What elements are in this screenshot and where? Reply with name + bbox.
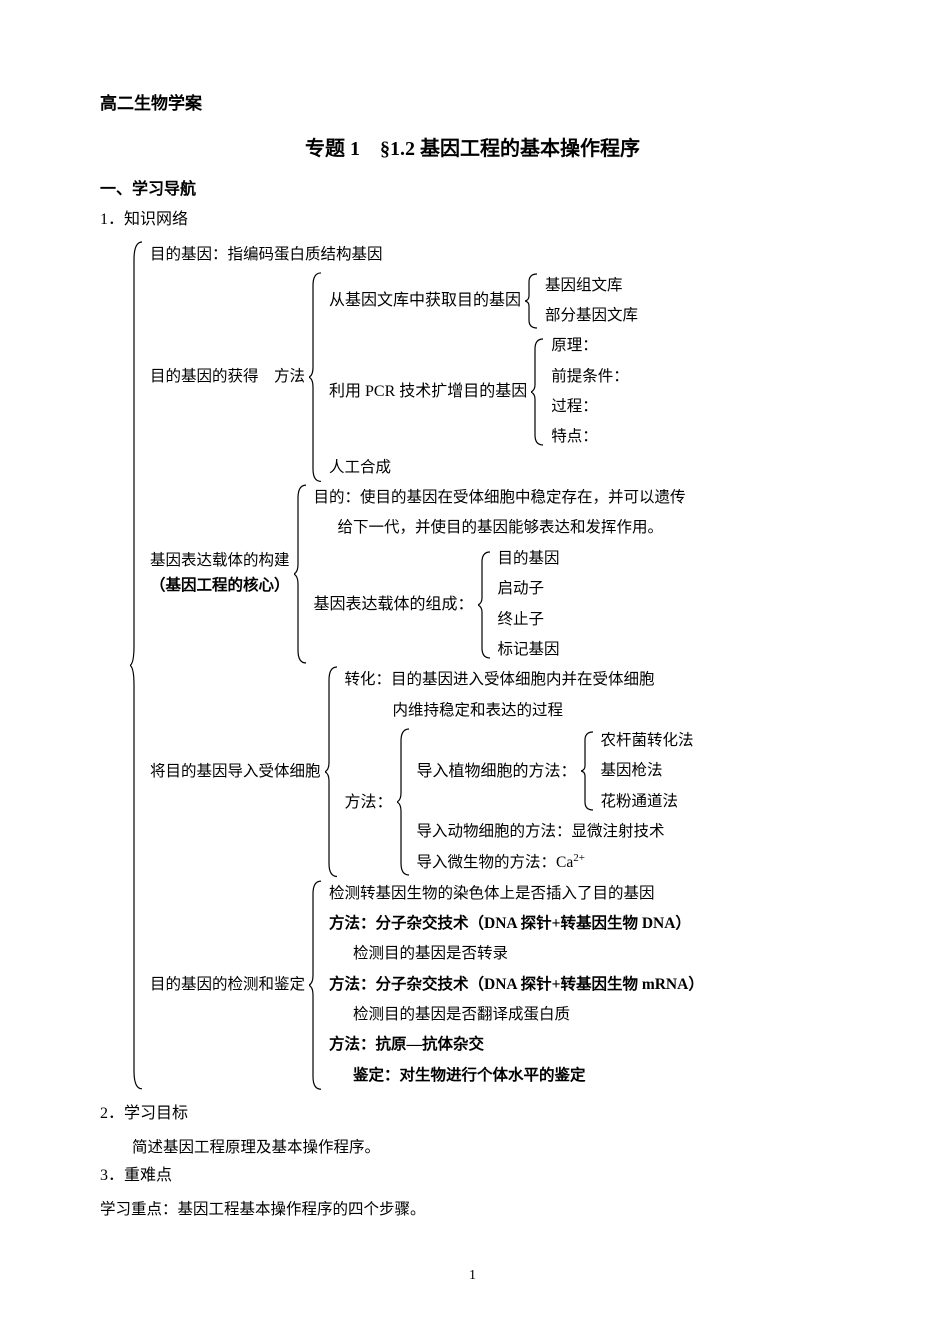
section-1-head: 一、学习导航 bbox=[100, 177, 845, 203]
animal-method: 导入动物细胞的方法：显微注射技术 bbox=[417, 817, 845, 847]
from-library-label: 从基因文库中获取目的基因 bbox=[329, 288, 525, 314]
compose-terminator: 终止子 bbox=[498, 605, 845, 635]
compose-promoter: 启动子 bbox=[498, 574, 845, 604]
detect-antigen: 方法：抗原—抗体杂交 bbox=[329, 1030, 845, 1060]
agro-method: 农杆菌转化法 bbox=[601, 726, 845, 756]
plant-brace bbox=[581, 730, 595, 812]
compose-brace bbox=[478, 550, 492, 660]
partial-library: 部分基因文库 bbox=[545, 301, 845, 331]
pcr-label: 利用 PCR 技术扩增目的基因 bbox=[329, 379, 531, 405]
microbe-method: 导入微生物的方法：Ca2+ bbox=[417, 847, 845, 879]
course-header: 高二生物学案 bbox=[100, 90, 845, 117]
gun-method: 基因枪法 bbox=[601, 756, 845, 786]
plant-method-label: 导入植物细胞的方法： bbox=[417, 759, 581, 785]
detect-translation: 检测目的基因是否翻译成蛋白质 bbox=[353, 1000, 845, 1030]
import-label: 将目的基因导入受体细胞 bbox=[150, 665, 325, 879]
microbe-method-sup: 2+ bbox=[573, 852, 585, 864]
detect-chromosome: 检测转基因生物的染色体上是否插入了目的基因 bbox=[329, 879, 845, 909]
synthetic: 人工合成 bbox=[329, 453, 845, 483]
compose-target: 目的基因 bbox=[498, 544, 845, 574]
page-number: 1 bbox=[100, 1265, 845, 1287]
vector-label-b: （基因工程的核心） bbox=[150, 574, 290, 599]
vector-compose-label: 基因表达载体的组成： bbox=[314, 592, 478, 618]
vector-purpose-2: 给下一代，并使目的基因能够表达和发挥作用。 bbox=[338, 513, 845, 543]
vector-purpose-1: 目的：使目的基因在受体细胞中稳定存在，并可以遗传 bbox=[314, 483, 845, 513]
transform-def-1: 转化：目的基因进入受体细胞内并在受体细胞 bbox=[345, 665, 845, 695]
pcr-process: 过程： bbox=[551, 392, 845, 422]
pcr-brace bbox=[531, 337, 545, 447]
detect-mrna-method: 方法：分子杂交技术（DNA 探针+转基因生物 mRNA） bbox=[329, 970, 845, 1000]
detect-individual: 鉴定：对生物进行个体水平的鉴定 bbox=[353, 1061, 845, 1091]
import-method-label: 方法： bbox=[345, 790, 397, 816]
detect-dna-method: 方法：分子杂交技术（DNA 探针+转基因生物 DNA） bbox=[329, 909, 845, 939]
knowledge-tree: 目的基因：指编码蛋白质结构基因 目的基因的获得 方法 从基因文库中获取目的基因 bbox=[130, 240, 845, 1091]
pcr-precondition: 前提条件： bbox=[551, 362, 845, 392]
section-2-text: 简述基因工程原理及基本操作程序。 bbox=[132, 1133, 845, 1163]
detect-transcription: 检测目的基因是否转录 bbox=[353, 939, 845, 969]
detect-label: 目的基因的检测和鉴定 bbox=[150, 879, 309, 1091]
detect-brace bbox=[309, 879, 323, 1091]
section-3-head: 3．重难点 bbox=[100, 1163, 845, 1189]
library-brace bbox=[525, 272, 539, 330]
vector-label: 基因表达载体的构建 （基因工程的核心） bbox=[150, 483, 294, 665]
transform-def-2: 内维持稳定和表达的过程 bbox=[393, 696, 845, 726]
pcr-principle: 原理： bbox=[551, 331, 845, 361]
vector-label-a: 基因表达载体的构建 bbox=[150, 549, 290, 574]
root-brace bbox=[130, 240, 144, 1091]
vector-brace bbox=[294, 483, 308, 665]
acquire-brace bbox=[309, 271, 323, 483]
section-2-head: 2．学习目标 bbox=[100, 1101, 845, 1127]
page-title: 专题 1 §1.2 基因工程的基本操作程序 bbox=[100, 133, 845, 165]
compose-marker: 标记基因 bbox=[498, 635, 845, 665]
method-brace bbox=[397, 727, 411, 877]
microbe-method-pre: 导入微生物的方法：Ca bbox=[417, 854, 574, 871]
pollen-method: 花粉通道法 bbox=[601, 787, 845, 817]
genome-library: 基因组文库 bbox=[545, 271, 845, 301]
pcr-feature: 特点： bbox=[551, 422, 845, 452]
goal-gene-def: 目的基因：指编码蛋白质结构基因 bbox=[150, 240, 845, 270]
acquire-label: 目的基因的获得 方法 bbox=[150, 271, 309, 483]
import-brace bbox=[325, 665, 339, 879]
section-1-p1: 1．知识网络 bbox=[100, 207, 845, 233]
section-3-text: 学习重点：基因工程基本操作程序的四个步骤。 bbox=[100, 1195, 845, 1225]
